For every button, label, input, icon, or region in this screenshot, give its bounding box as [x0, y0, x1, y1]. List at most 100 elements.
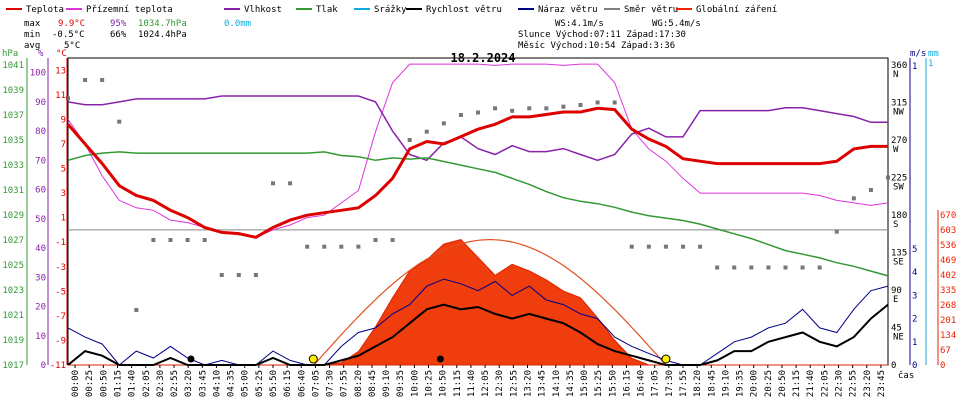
time-tick-label: 00:50: [99, 370, 109, 397]
stat-min-press: 1024.4hPa: [138, 30, 187, 40]
axis-tick-label: 1021: [2, 311, 24, 321]
wind-dir-point: [527, 106, 532, 111]
time-tick-label: 02:55: [170, 370, 180, 397]
wind-dir-point: [681, 244, 685, 249]
wind-dir-point: [544, 106, 549, 111]
legend-label: Přízemní teplota: [86, 5, 173, 15]
time-tick-label: 00:25: [85, 370, 95, 397]
wind-dir-point: [629, 244, 634, 249]
axis-tick-label: 1023: [2, 286, 24, 296]
wind-dir-point: [834, 229, 839, 234]
dir-tick-deg: 270: [891, 136, 907, 146]
axis-tick-label: 50: [35, 215, 46, 225]
stats-box: max 9.9°C 95% 1034.7hPa 0.0mm min -0.5°C…: [24, 19, 701, 51]
time-tick-label: 22:55: [849, 370, 859, 397]
time-tick-label: 20:25: [764, 370, 774, 397]
wind-dir-point: [253, 273, 258, 277]
dir-tick-label: SE: [893, 258, 904, 268]
axis-tick-label: 30: [35, 273, 46, 283]
wind-dir-point: [595, 100, 600, 105]
axis-tick-label: 3: [61, 189, 66, 199]
wind-dir-point: [219, 273, 224, 277]
axis-tick-label: 40: [35, 244, 46, 254]
wind-dir-point: [305, 244, 310, 249]
time-tick-label: 21:40: [806, 370, 816, 397]
wind-dir-point: [749, 265, 754, 270]
ms-tick-label: 3: [912, 291, 917, 301]
rad-tick-label: 670: [940, 211, 956, 221]
wind-dir-point: [83, 78, 88, 82]
rad-tick-label: 469: [940, 256, 956, 266]
time-tick-label: 14:35: [566, 370, 576, 397]
axis-title-hpa: hPa: [2, 49, 18, 59]
axis-tick-label: 1031: [2, 186, 24, 196]
wind-dir-point: [288, 181, 293, 186]
axis-tick-label: 1017: [2, 361, 24, 371]
time-tick-label: 19:10: [721, 370, 731, 397]
rad-tick-label: 335: [940, 286, 956, 296]
wind-speed-line: [67, 303, 889, 366]
sunset-marker: [661, 354, 671, 364]
wind-dir-point: [732, 265, 737, 270]
axis-tick-label: 1025: [2, 261, 24, 271]
wind-dir-point: [783, 265, 788, 270]
time-tick-label: 18:20: [693, 370, 703, 397]
stat-moon: Měsíc Východ:10:54 Západ:3:36: [518, 41, 675, 51]
axis-tick-label: 9: [61, 115, 66, 125]
humidity-line: [67, 95, 888, 162]
time-tick-label: 20:00: [750, 370, 760, 397]
axis-tick-label: 0: [41, 361, 46, 371]
wind-dir-point: [458, 113, 463, 117]
time-tick-label: 01:40: [128, 370, 138, 397]
wind-dir-point: [202, 238, 207, 242]
wind-dir-point: [578, 103, 583, 107]
axis-tick-label: 5: [61, 165, 66, 175]
wind-dir-point: [424, 129, 429, 134]
axis-tick-label: 11: [55, 91, 66, 101]
axis-tick-label: 80: [35, 127, 46, 137]
wind-dir-point: [510, 108, 515, 113]
rad-tick-label: 268: [940, 301, 956, 311]
wind-dir-point: [356, 244, 361, 249]
time-tick-label: 17:30: [665, 370, 675, 397]
wind-dir-point: [766, 265, 771, 270]
time-tick-label: 19:35: [736, 370, 746, 397]
axis-tick-label: 7: [61, 140, 66, 150]
axis-tick-label: -5: [55, 287, 66, 297]
axis-tick-label: 10: [35, 332, 46, 342]
stat-max-temp: 9.9°C: [58, 19, 85, 29]
time-tick-label: 15:25: [594, 370, 604, 397]
time-tick-label: 18:45: [707, 370, 717, 397]
axis-tick-label: 1: [61, 214, 66, 224]
axis-tick-label: 60: [35, 186, 46, 196]
stat-wg: WG:5.4m/s: [652, 19, 701, 29]
stat-rain: 0.0mm: [224, 19, 251, 29]
ms-tick-label: 1: [912, 338, 917, 348]
wind-dir-point: [134, 308, 139, 312]
time-tick-label: 16:15: [622, 370, 632, 397]
axis-tick-label: 1029: [2, 211, 24, 221]
mm-tick-label: 1: [928, 59, 933, 69]
dir-tick-deg: 135: [891, 249, 907, 259]
dir-tick-label: W: [893, 145, 899, 155]
wind-dir-point: [561, 104, 566, 109]
time-tick-label: 07:05: [311, 370, 321, 397]
time-tick-label: 07:55: [340, 370, 350, 397]
moonset-marker: [187, 355, 195, 363]
time-tick-label: 17:55: [679, 370, 689, 397]
axis-title-pct: %: [38, 49, 44, 59]
wind-dir-point: [236, 273, 241, 277]
time-tick-label: 10:25: [425, 370, 435, 397]
wind-dir-point: [698, 244, 703, 249]
dir-tick-deg: 360: [891, 61, 907, 71]
time-tick-label: 12:30: [495, 370, 505, 397]
wind-dir-point: [66, 96, 70, 101]
time-tick-label: 13:45: [538, 370, 548, 397]
axis-tick-label: 13: [55, 66, 66, 76]
axes: 1041103910371035103310311029102710251023…: [2, 49, 956, 397]
wind-dir-point: [800, 265, 805, 270]
axis-tick-label: 90: [35, 98, 46, 108]
time-tick-label: 20:50: [778, 370, 788, 397]
wind-dir-point: [322, 244, 327, 249]
time-tick-label: 22:05: [820, 370, 830, 397]
